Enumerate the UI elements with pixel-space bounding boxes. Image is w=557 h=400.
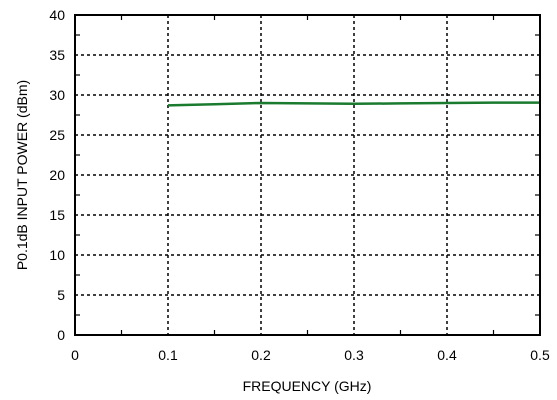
series-layer <box>167 101 540 107</box>
x-tick-labels: 0 0.1 0.2 0.3 0.4 0.5 <box>71 347 550 363</box>
x-tick-label: 0.5 <box>530 347 550 363</box>
y-tick-label: 40 <box>49 7 65 23</box>
y-tick-label: 20 <box>49 167 65 183</box>
y-tick-label: 35 <box>49 47 65 63</box>
y-tick-label: 30 <box>49 87 65 103</box>
y-tick-labels: 0 5 10 15 20 25 30 35 40 <box>49 7 65 343</box>
x-tick-label: 0.2 <box>251 347 271 363</box>
series-line <box>167 101 540 107</box>
x-tick-label: 0.3 <box>344 347 364 363</box>
grid <box>75 15 540 335</box>
y-tick-label: 25 <box>49 127 65 143</box>
x-tick-label: 0.1 <box>158 347 178 363</box>
y-tick-label: 0 <box>57 327 65 343</box>
y-axis-title: P0.1dB INPUT POWER (dBm) <box>14 80 30 270</box>
x-tick-label: 0 <box>71 347 79 363</box>
y-tick-label: 15 <box>49 207 65 223</box>
x-axis-title: FREQUENCY (GHz) <box>243 378 372 394</box>
y-tick-label: 5 <box>57 287 65 303</box>
x-tick-label: 0.4 <box>437 347 457 363</box>
y-tick-label: 10 <box>49 247 65 263</box>
plot-area <box>75 15 540 335</box>
plot-frame <box>74 14 541 336</box>
